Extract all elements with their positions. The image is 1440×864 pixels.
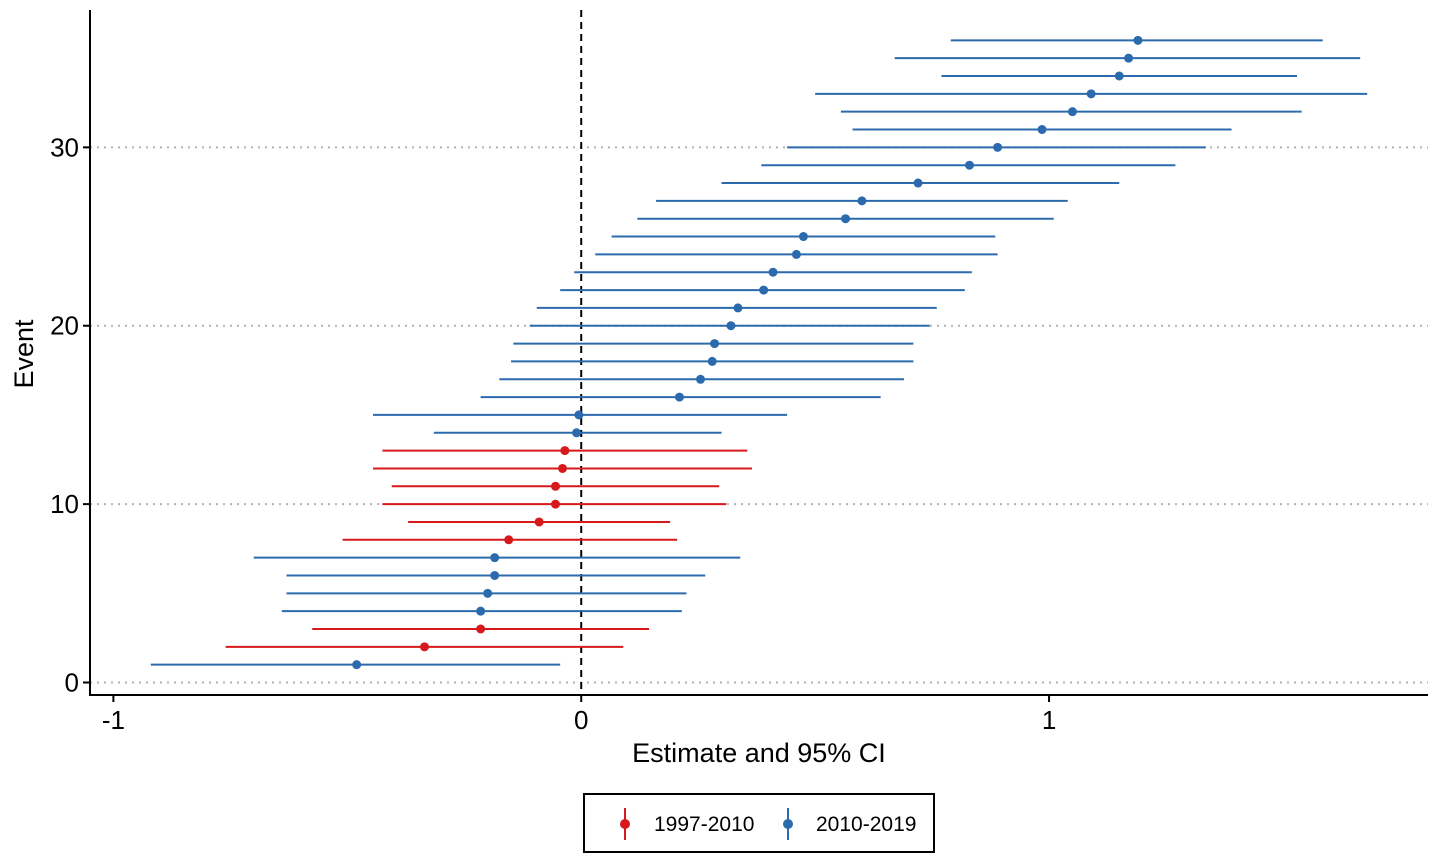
estimate-point — [1037, 125, 1047, 135]
estimate-point — [768, 267, 778, 277]
estimate-point — [352, 660, 362, 670]
estimate-point — [558, 463, 568, 473]
x-tick-label: -1 — [102, 705, 125, 735]
estimate-point — [707, 356, 717, 366]
estimate-point — [490, 570, 500, 580]
legend-item-2010-2019: 2010-2019 — [783, 808, 916, 840]
estimate-point — [1067, 107, 1077, 117]
legend-key-point — [620, 819, 630, 829]
estimate-point — [696, 374, 706, 384]
y-axis-title: Event — [9, 319, 39, 389]
x-axis-title: Estimate and 95% CI — [632, 738, 886, 768]
estimate-point — [841, 214, 851, 224]
y-tick-label: 10 — [50, 489, 79, 519]
x-tick-label: 1 — [1042, 705, 1056, 735]
estimate-point — [791, 249, 801, 259]
estimate-point — [504, 535, 514, 545]
estimate-point — [913, 178, 923, 188]
estimate-point — [674, 392, 684, 402]
legend-label: 2010-2019 — [816, 813, 916, 836]
estimate-point — [710, 339, 720, 349]
estimate-point — [798, 232, 808, 242]
estimate-point — [572, 428, 582, 438]
estimate-point — [560, 446, 570, 456]
estimate-point — [759, 285, 769, 295]
legend-box — [583, 793, 935, 853]
legend-item-1997-2010: 1997-2010 — [620, 808, 754, 840]
estimate-point — [483, 588, 493, 598]
estimate-point — [574, 410, 584, 420]
estimate-point — [490, 553, 500, 563]
series-layer — [150, 35, 1368, 670]
legend-key-point — [783, 819, 793, 829]
y-tick-label: 20 — [50, 311, 79, 341]
estimate-point — [550, 499, 560, 509]
estimate-point — [1124, 53, 1134, 63]
y-tick-label: 0 — [65, 668, 79, 698]
y-tick-label: 30 — [50, 132, 79, 162]
estimate-point — [726, 321, 736, 331]
estimate-point — [733, 303, 743, 313]
estimate-point — [857, 196, 867, 206]
series-2010-2019 — [150, 35, 1368, 670]
estimate-point — [1133, 35, 1143, 45]
estimate-point — [476, 624, 486, 634]
estimate-point — [1086, 89, 1096, 99]
estimate-point — [965, 160, 975, 170]
legend-label: 1997-2010 — [654, 813, 754, 836]
estimate-point — [550, 481, 560, 491]
estimate-point — [1114, 71, 1124, 81]
estimate-point — [993, 142, 1003, 152]
estimate-point — [534, 517, 544, 527]
series-1997-2010 — [225, 446, 752, 652]
estimate-point — [420, 642, 429, 652]
x-tick-label: 0 — [574, 705, 588, 735]
estimate-point — [476, 606, 486, 616]
legend: 1997-2010 2010-2019 — [583, 793, 935, 853]
